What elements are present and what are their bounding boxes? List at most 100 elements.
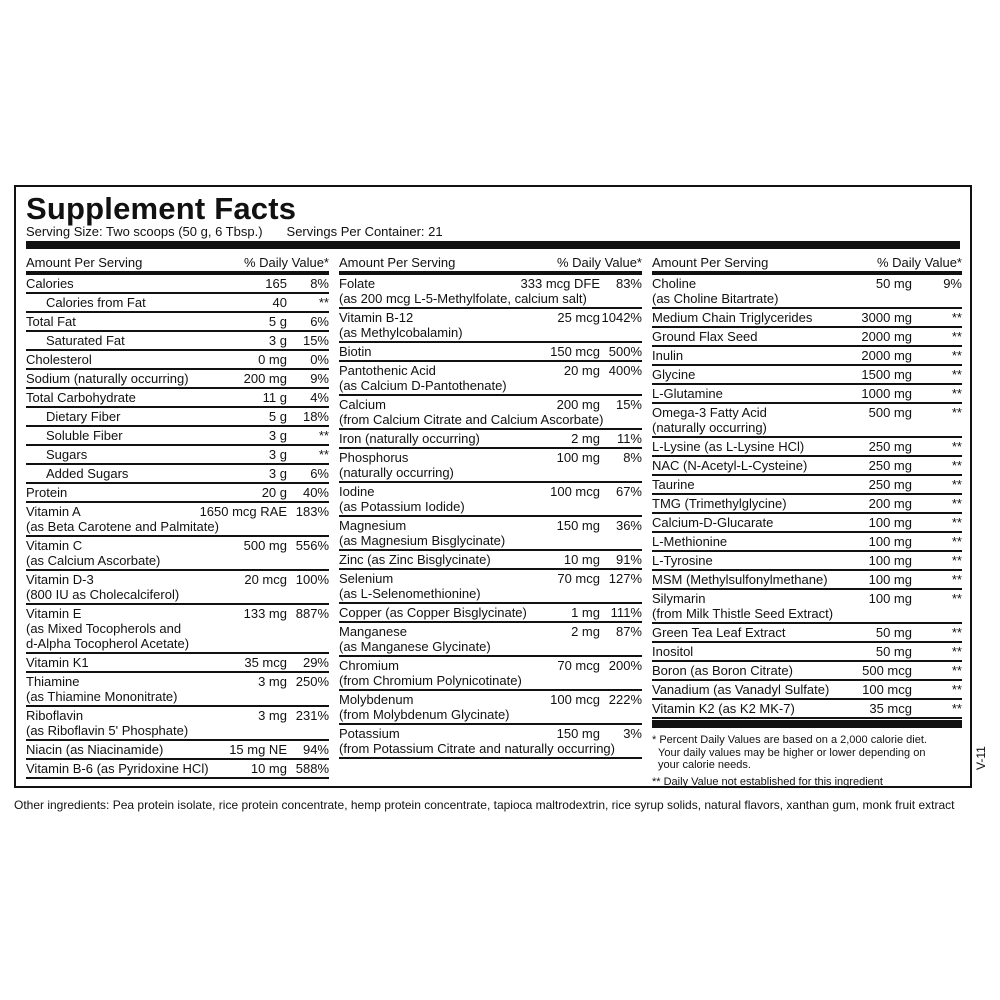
footnotes: * Percent Daily Values are based on a 2,… <box>652 734 962 788</box>
nutrient-amount: 20 g <box>261 485 287 500</box>
nutrient-amount: 500 mg <box>243 538 287 553</box>
nutrient-daily-value: 87% <box>615 624 642 639</box>
version-code: V-11 <box>974 746 988 770</box>
nutrient-source: (as Mixed Tocopherols and <box>26 621 182 636</box>
bottom-divider-bar <box>652 720 962 728</box>
nutrient-daily-value: ** <box>951 515 962 530</box>
nutrient-source: (as Thiamine Mononitrate) <box>26 689 178 704</box>
nutrient-row: Total Carbohydrate 11 g 4% <box>26 389 329 408</box>
nutrient-amount: 3 g <box>268 447 287 462</box>
amount-per-serving-label: Amount Per Serving <box>339 255 456 270</box>
nutrient-row: Vitamin B-6 (as Pyridoxine HCl) 10 mg 588% <box>26 760 329 779</box>
nutrient-amount: 500 mg <box>868 405 912 420</box>
nutrient-name: Ground Flax Seed <box>652 329 758 344</box>
nutrient-name: Phosphorus <box>339 450 409 465</box>
nutrient-source: (as Manganese Glycinate) <box>339 639 491 654</box>
nutrient-daily-value: 1042% <box>601 310 642 325</box>
nutrient-row: Selenium 70 mcg 127% (as L-Selenomethionine… <box>339 570 642 604</box>
nutrient-amount: 200 mg <box>868 496 912 511</box>
nutrient-daily-value: ** <box>318 428 329 443</box>
nutrient-amount: 100 mg <box>868 591 912 606</box>
nutrient-row: Zinc (as Zinc Bisglycinate) 10 mg 91% <box>339 551 642 570</box>
facts-column-1: Amount Per Serving % Daily Value* Calories… <box>26 255 329 779</box>
nutrient-row: Inositol 50 mg ** <box>652 643 962 662</box>
nutrient-daily-value: ** <box>951 701 962 716</box>
nutrient-row: Vitamin D-3 20 mcg 100% (800 IU as Cholecal… <box>26 571 329 605</box>
nutrient-name: Added Sugars <box>46 466 129 481</box>
nutrient-amount: 250 mg <box>868 439 912 454</box>
nutrient-source: (naturally occurring) <box>339 465 454 480</box>
nutrient-name: Total Fat <box>26 314 76 329</box>
nutrient-source: (as Magnesium Bisglycinate) <box>339 533 506 548</box>
nutrient-row: L-Lysine (as L-Lysine HCl) 250 mg ** <box>652 438 962 457</box>
nutrient-name: Zinc (as Zinc Bisglycinate) <box>339 552 491 567</box>
nutrient-amount: 20 mcg <box>244 572 287 587</box>
nutrient-amount: 35 mcg <box>244 655 287 670</box>
nutrient-name: Dietary Fiber <box>46 409 121 424</box>
nutrient-daily-value: 222% <box>608 692 642 707</box>
nutrient-row: Calcium 200 mg 15% (from Calcium Citrate an… <box>339 396 642 430</box>
nutrient-daily-value: 67% <box>615 484 642 499</box>
nutrient-source: (as Calcium Ascorbate) <box>26 553 161 568</box>
nutrient-daily-value: 9% <box>943 276 962 291</box>
nutrient-name: Magnesium <box>339 518 407 533</box>
nutrient-daily-value: 83% <box>615 276 642 291</box>
nutrient-name: Saturated Fat <box>46 333 125 348</box>
nutrient-row: MSM (Methylsulfonylmethane) 100 mg ** <box>652 571 962 590</box>
nutrient-daily-value: 94% <box>302 742 329 757</box>
nutrient-row: Total Fat 5 g 6% <box>26 313 329 332</box>
nutrient-name: L-Methionine <box>652 534 728 549</box>
nutrient-name: Inositol <box>652 644 694 659</box>
nutrient-name: Iodine <box>339 484 375 499</box>
nutrient-amount: 2 mg <box>571 431 600 446</box>
column-header: Amount Per Serving % Daily Value* <box>26 255 329 275</box>
nutrient-amount: 11 g <box>262 390 287 405</box>
nutrient-name: Thiamine <box>26 674 80 689</box>
nutrient-source: (as L-Selenomethionine) <box>339 586 481 601</box>
nutrient-amount: 40 <box>272 295 287 310</box>
nutrient-row: Glycine 1500 mg ** <box>652 366 962 385</box>
nutrient-amount: 20 mg <box>563 363 600 378</box>
nutrient-source: (as Methylcobalamin) <box>339 325 463 340</box>
panel-title: Supplement Facts <box>26 191 297 226</box>
nutrient-name: L-Tyrosine <box>652 553 713 568</box>
nutrient-daily-value: 36% <box>615 518 642 533</box>
nutrient-name: Vitamin C <box>26 538 83 553</box>
nutrient-daily-value: 8% <box>623 450 642 465</box>
nutrient-name: Calories <box>26 276 74 291</box>
nutrient-row: Copper (as Copper Bisglycinate) 1 mg 111% <box>339 604 642 623</box>
nutrient-name: L-Glutamine <box>652 386 723 401</box>
nutrient-name: Silymarin <box>652 591 706 606</box>
percent-dv-footnote: * Percent Daily Values are based on a 2,… <box>652 734 927 746</box>
nutrient-amount: 3 g <box>268 333 287 348</box>
nutrient-name: Vitamin K1 <box>26 655 89 670</box>
nutrient-amount: 3 g <box>268 466 287 481</box>
nutrient-amount: 1650 mcg RAE <box>199 504 287 519</box>
serving-info: Serving Size: Two scoops (50 g, 6 Tbsp.)… <box>26 224 467 239</box>
nutrient-source: (as Riboflavin 5' Phosphate) <box>26 723 189 738</box>
nutrient-row: Vitamin K1 35 mcg 29% <box>26 654 329 673</box>
nutrient-row: Boron (as Boron Citrate) 500 mcg ** <box>652 662 962 681</box>
nutrient-daily-value: 91% <box>615 552 642 567</box>
nutrient-daily-value: ** <box>951 405 962 420</box>
nutrient-amount: 2000 mg <box>861 348 912 363</box>
nutrient-name: Medium Chain Triglycerides <box>652 310 813 325</box>
nutrient-daily-value: ** <box>318 295 329 310</box>
nutrient-amount: 165 <box>265 276 287 291</box>
nutrient-amount: 500 mcg <box>862 663 912 678</box>
nutrient-source: (from Molybdenum Glycinate) <box>339 707 510 722</box>
nutrient-daily-value: ** <box>951 348 962 363</box>
nutrient-daily-value: 100% <box>295 572 329 587</box>
nutrient-name: Vitamin D-3 <box>26 572 94 587</box>
nutrient-source: (from Milk Thistle Seed Extract) <box>652 606 834 621</box>
nutrient-row: L-Methionine 100 mg ** <box>652 533 962 552</box>
nutrient-amount: 100 mg <box>868 515 912 530</box>
nutrient-daily-value: ** <box>951 439 962 454</box>
nutrient-amount: 5 g <box>268 409 287 424</box>
nutrient-amount: 0 mg <box>258 352 287 367</box>
nutrient-row: Ground Flax Seed 2000 mg ** <box>652 328 962 347</box>
nutrient-source: (as Potassium Iodide) <box>339 499 465 514</box>
nutrient-name: Total Carbohydrate <box>26 390 136 405</box>
nutrient-row: Biotin 150 mcg 500% <box>339 343 642 362</box>
nutrient-amount: 25 mcg <box>557 310 600 325</box>
